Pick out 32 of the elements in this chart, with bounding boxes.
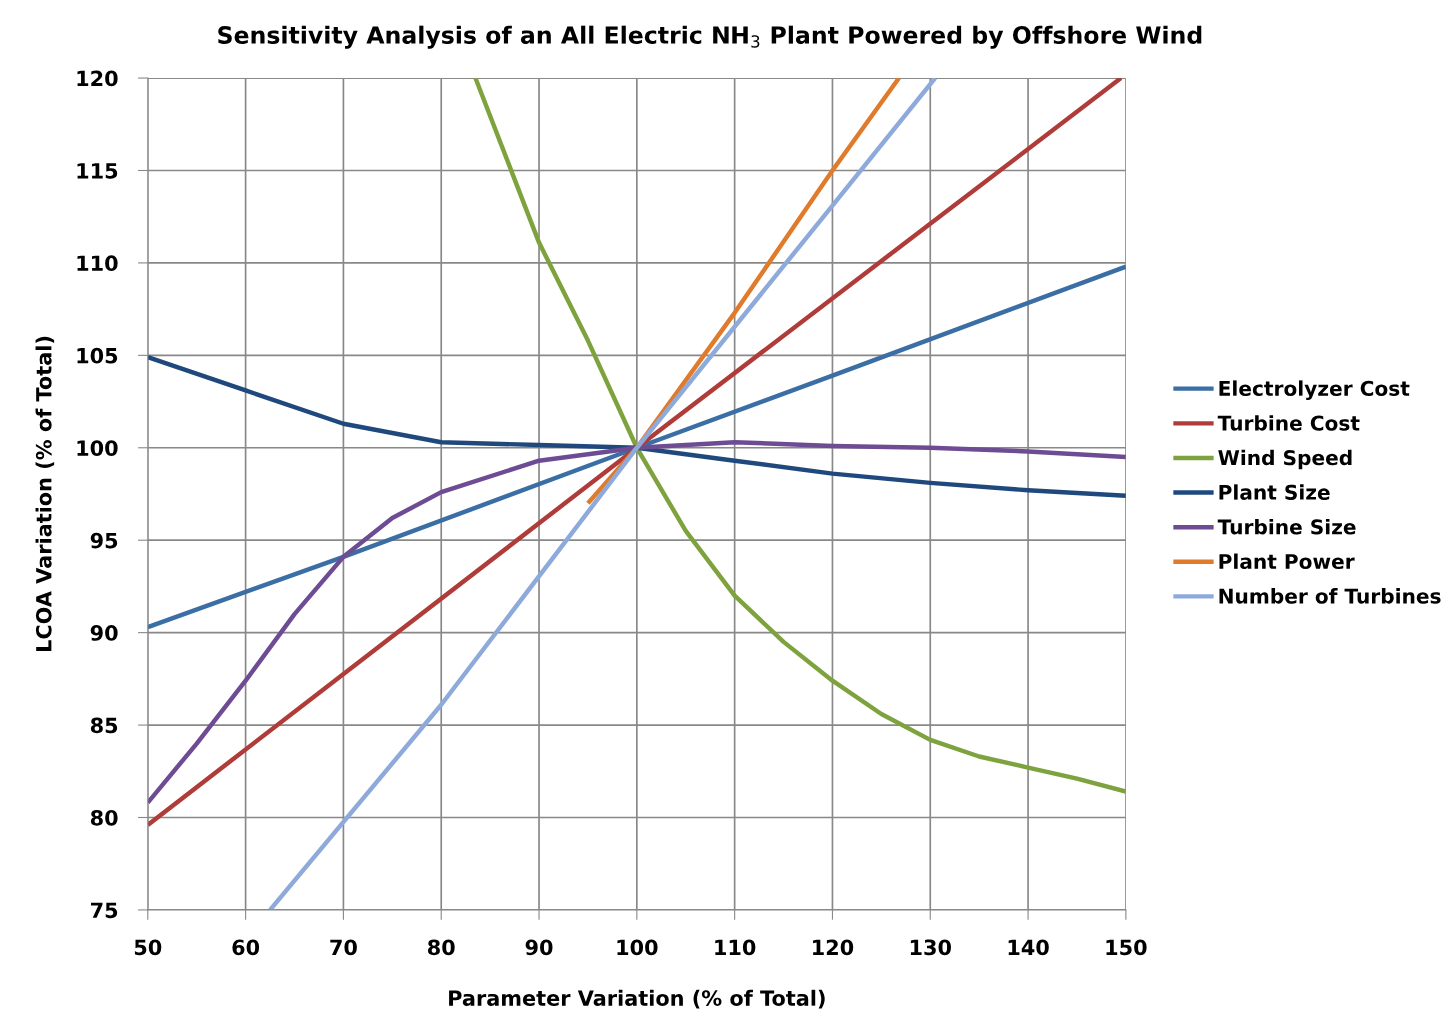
legend-label: Turbine Size: [1217, 518, 1356, 535]
x-axis-title: Parameter Variation (% of Total): [449, 989, 825, 1009]
x-tick-label: 50: [134, 939, 162, 956]
y-tick-label: 95: [90, 532, 118, 549]
chart-title: Sensitivity Analysis of an All Electric NH$_{3}$ Plant Powered by Offshore Wind: [218, 25, 1202, 49]
x-tick-label: 70: [330, 939, 357, 956]
legend-label: Electrolyzer Cost: [1219, 380, 1410, 401]
line-series: [473, 78, 1126, 794]
x-tick-label: 140: [1008, 939, 1049, 956]
y-tick-label: 75: [91, 902, 118, 919]
x-tick-label: 130: [910, 939, 952, 956]
legend-label: Turbine Cost: [1217, 415, 1360, 431]
x-tick-label: 110: [715, 939, 756, 956]
y-tick-label: 80: [90, 809, 118, 826]
x-tick-label: 150: [1106, 939, 1147, 956]
legend-label: Number of Turbines: [1219, 588, 1441, 604]
legend-label: Plant Power: [1219, 553, 1355, 570]
y-tick-label: 100: [77, 440, 118, 456]
x-tick-label: 80: [428, 939, 455, 956]
x-tick-label: 60: [232, 939, 260, 956]
x-tick-label: 90: [525, 939, 553, 956]
y-tick-label: 105: [77, 347, 118, 364]
y-axis-title: LCOA Variation (% of Total): [35, 336, 55, 651]
y-tick-label: 110: [77, 255, 118, 272]
legend-label: Wind Speed: [1218, 449, 1352, 470]
y-tick-label: 115: [77, 163, 118, 179]
x-tick-label: 120: [813, 939, 854, 956]
y-tick-label: 90: [90, 625, 118, 641]
y-tick-label: 120: [77, 70, 118, 87]
x-tick-label: 100: [617, 939, 658, 956]
legend-label: Plant Size: [1219, 484, 1330, 500]
y-tick-label: 85: [90, 717, 118, 734]
